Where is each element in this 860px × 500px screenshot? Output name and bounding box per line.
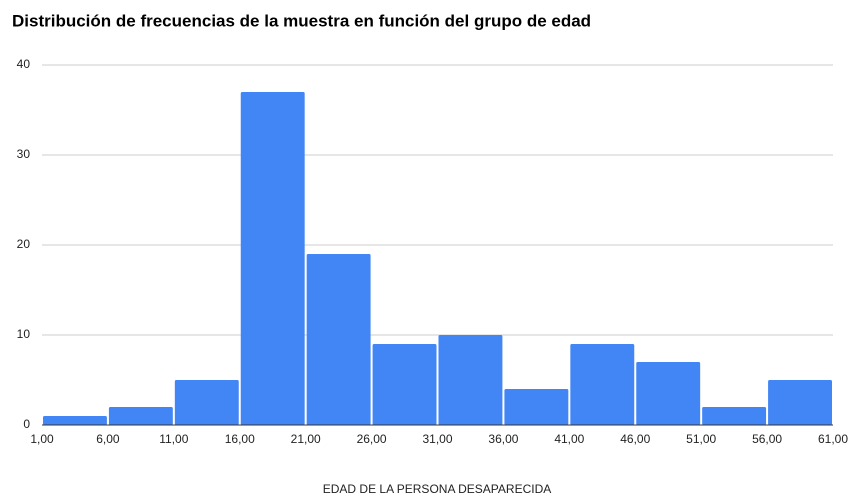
x-tick-label: 41,00: [554, 432, 584, 446]
x-tick-label: 31,00: [422, 432, 452, 446]
bar: [570, 344, 635, 425]
x-tick-label: 46,00: [620, 432, 650, 446]
x-tick-label: 61,00: [818, 432, 848, 446]
chart-title: Distribución de frecuencias de la muestr…: [12, 11, 591, 30]
x-tick-label: 26,00: [357, 432, 387, 446]
x-tick-label: 56,00: [752, 432, 782, 446]
x-axis-label: EDAD DE LA PERSONA DESAPARECIDA: [323, 482, 552, 496]
bar: [768, 380, 832, 425]
bar: [240, 92, 305, 425]
bar: [43, 416, 107, 425]
x-tick-label: 36,00: [488, 432, 518, 446]
x-tick-label: 11,00: [159, 432, 188, 446]
y-tick-label: 30: [17, 147, 31, 161]
y-tick-label: 20: [17, 237, 31, 251]
x-tick-label: 1,00: [30, 432, 54, 446]
bar: [372, 344, 437, 425]
y-tick-label: 10: [17, 327, 31, 341]
bar: [108, 407, 173, 425]
x-tick-label: 6,00: [96, 432, 120, 446]
y-tick-label: 40: [17, 57, 31, 71]
x-tick-label: 16,00: [225, 432, 255, 446]
x-tick-label: 51,00: [686, 432, 716, 446]
bar: [306, 254, 371, 425]
bar: [438, 335, 503, 425]
y-tick-label: 0: [23, 417, 30, 431]
bar: [636, 362, 701, 425]
bar: [174, 380, 239, 425]
bar: [504, 389, 569, 425]
x-tick-label: 21,00: [291, 432, 321, 446]
bar: [702, 407, 767, 425]
